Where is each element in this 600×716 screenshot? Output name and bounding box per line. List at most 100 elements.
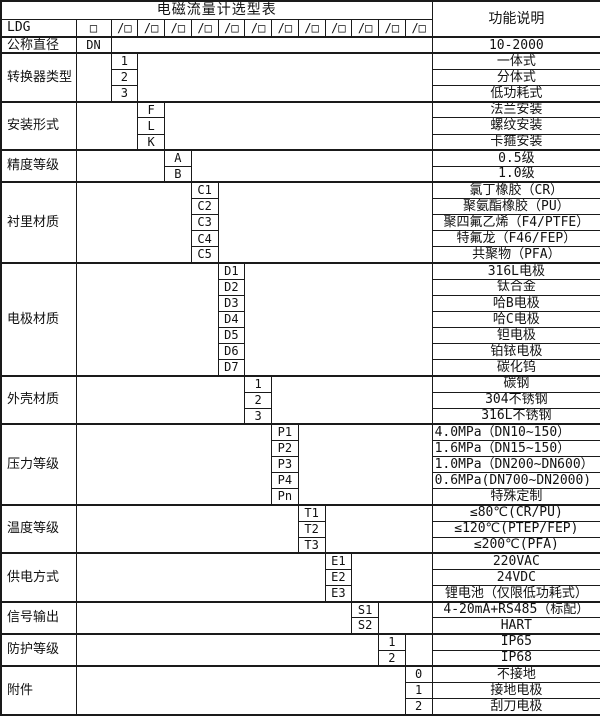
- option-code-cell: F: [137, 100, 165, 119]
- option-desc: 接地电极: [431, 681, 600, 699]
- option-desc: 碳化钨: [431, 359, 600, 377]
- option-desc: 低功耗式: [431, 85, 600, 103]
- gap-cell: [137, 52, 433, 103]
- option-desc: IP68: [431, 649, 600, 667]
- gap-cell: [217, 181, 433, 264]
- option-code-cell: A: [164, 149, 192, 167]
- category-label: 电极材质: [0, 262, 77, 377]
- gap-cell: [75, 423, 272, 506]
- option-desc: 1.0MPa（DN200~DN600）: [431, 456, 600, 474]
- gap-cell: [324, 503, 433, 554]
- gap-cell: [75, 552, 326, 603]
- gap-cell: [75, 503, 299, 554]
- option-desc: 316L电极: [431, 262, 600, 280]
- category-label: 衬里材质: [0, 181, 77, 264]
- option-desc: 4-20mA+RS485（标配）: [431, 600, 600, 619]
- option-desc: 特氟龙（F46/FEP）: [431, 230, 600, 248]
- gap-cell: [271, 374, 433, 425]
- option-code-cell: 1: [244, 374, 272, 393]
- category-label: 精度等级: [0, 149, 77, 183]
- gap-cell: [351, 552, 433, 603]
- option-desc: 钽电极: [431, 327, 600, 345]
- gap-cell: [75, 149, 165, 183]
- gap-cell: [110, 36, 433, 54]
- category-label: 公称直径: [0, 36, 77, 54]
- option-desc: 1.0级: [431, 165, 600, 183]
- option-desc: IP65: [431, 632, 600, 651]
- option-desc: ≤200℃(PFA): [431, 536, 600, 554]
- option-code-cell: K: [137, 133, 165, 151]
- option-code-cell: T2: [297, 520, 326, 538]
- option-desc: 聚四氟乙烯（F4/PTFE）: [431, 214, 600, 232]
- model-slot: /□: [164, 18, 192, 38]
- model-slot: /□: [217, 18, 246, 38]
- option-code-cell: P3: [271, 456, 299, 474]
- gap-cell: [190, 149, 433, 183]
- gap-cell: [164, 100, 433, 151]
- category-label: 转换器类型: [0, 52, 77, 103]
- option-code-cell: Pn: [271, 488, 299, 506]
- option-desc: 锂电池（仅限低功耗式）: [431, 585, 600, 603]
- option-code-cell: C3: [190, 214, 219, 232]
- gap-cell: [75, 52, 112, 103]
- option-code-cell: B: [164, 165, 192, 183]
- gap-cell: [404, 632, 433, 667]
- option-code-cell: D4: [217, 310, 246, 329]
- option-desc: ≤80℃(CR/PU): [431, 503, 600, 522]
- option-code-cell: D3: [217, 294, 246, 312]
- option-desc: 304不锈钢: [431, 391, 600, 409]
- gap-cell: [75, 262, 219, 377]
- table-title: 电磁流量计选型表: [0, 0, 433, 20]
- option-desc: 4.0MPa（DN10~150）: [431, 423, 600, 441]
- option-code-cell: 3: [110, 85, 139, 103]
- category-label: 压力等级: [0, 423, 77, 506]
- option-desc: 聚氨酯橡胶（PU）: [431, 198, 600, 216]
- option-code-cell: 1: [110, 52, 139, 71]
- gap-cell: [75, 181, 192, 264]
- option-code-cell: 2: [110, 69, 139, 87]
- option-desc: 铂铱电极: [431, 343, 600, 361]
- model-slot: /□: [351, 18, 379, 38]
- option-code-cell: P4: [271, 472, 299, 490]
- category-label: 外壳材质: [0, 374, 77, 425]
- option-code-cell: P2: [271, 439, 299, 458]
- gap-cell: [75, 100, 139, 151]
- option-desc: HART: [431, 617, 600, 635]
- option-desc: 钛合金: [431, 278, 600, 296]
- option-code-cell: D7: [217, 359, 246, 377]
- option-desc: 316L不锈钢: [431, 407, 600, 425]
- model-slot: /□: [297, 18, 326, 38]
- option-code-cell: T3: [297, 536, 326, 554]
- option-code-cell: D1: [217, 262, 246, 280]
- option-desc: 0.6MPa(DN700~DN2000): [431, 472, 600, 490]
- option-desc: 哈C电极: [431, 310, 600, 329]
- option-desc: 一体式: [431, 52, 600, 71]
- option-code-cell: 1: [404, 681, 433, 699]
- option-code-cell: 2: [244, 391, 272, 409]
- option-desc: 10-2000: [431, 36, 600, 54]
- option-code-cell: C2: [190, 198, 219, 216]
- option-code-cell: 0: [404, 665, 433, 683]
- option-code-cell: S1: [351, 600, 379, 619]
- model-slot: /□: [190, 18, 219, 38]
- model-slot: /□: [324, 18, 353, 38]
- option-desc: 碳钢: [431, 374, 600, 393]
- option-desc: 24VDC: [431, 568, 600, 587]
- category-label: 供电方式: [0, 552, 77, 603]
- option-code-cell: 3: [244, 407, 272, 425]
- option-desc: 卡箍安装: [431, 133, 600, 151]
- option-code-cell: C5: [190, 246, 219, 264]
- option-desc: 螺纹安装: [431, 117, 600, 135]
- model-box-slot: □: [75, 18, 112, 38]
- gap-cell: [75, 374, 246, 425]
- option-code-cell: 2: [378, 649, 406, 667]
- gap-cell: [75, 665, 406, 716]
- gap-cell: [297, 423, 433, 506]
- option-desc: 氯丁橡胶（CR）: [431, 181, 600, 200]
- option-code-cell: 1: [378, 632, 406, 651]
- model-slot: /□: [404, 18, 433, 38]
- model-slot: /□: [110, 18, 139, 38]
- option-desc: ≤120℃(PTEP/FEP): [431, 520, 600, 538]
